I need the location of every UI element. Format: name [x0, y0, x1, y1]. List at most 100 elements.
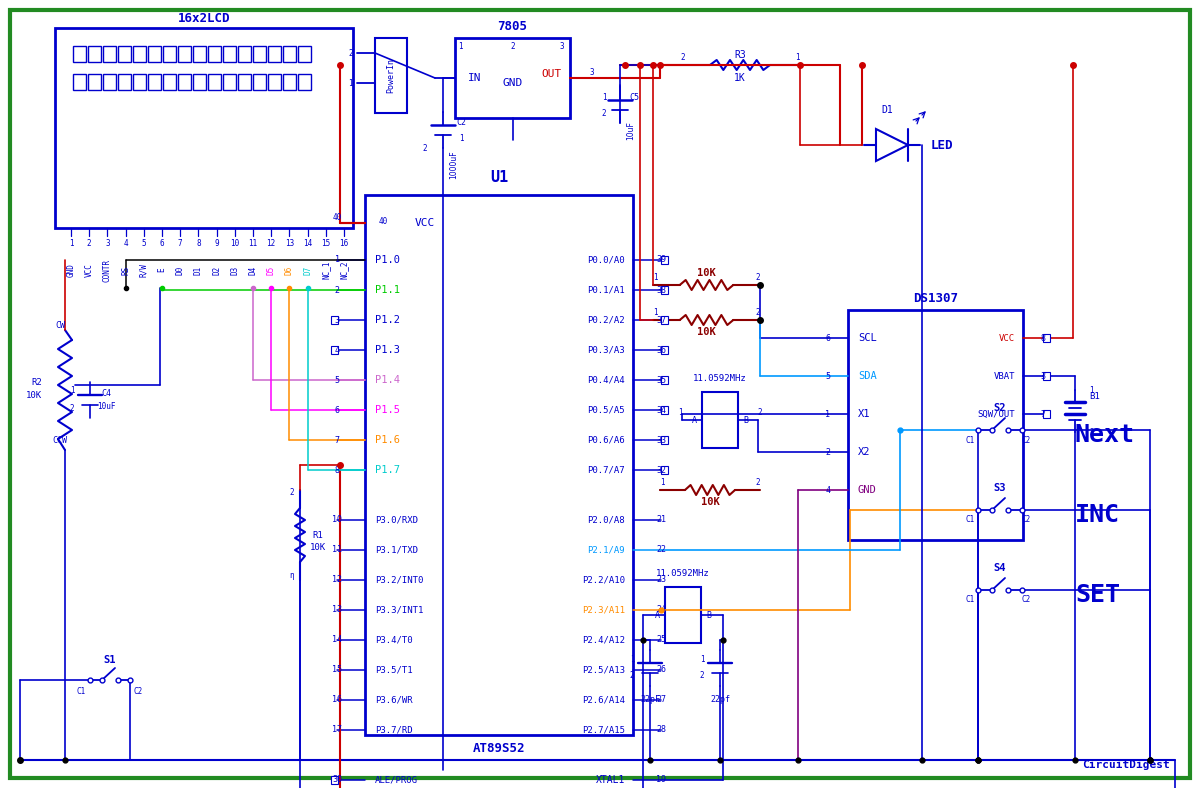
Bar: [268, 46, 281, 62]
Text: D7: D7: [304, 266, 312, 275]
Text: D5: D5: [266, 266, 276, 275]
Bar: [253, 74, 266, 90]
Bar: [331, 346, 338, 354]
Text: D1: D1: [194, 266, 203, 275]
Text: 40: 40: [379, 217, 389, 225]
Text: VCC: VCC: [998, 333, 1015, 343]
Text: 2: 2: [348, 49, 353, 58]
Bar: [661, 316, 668, 324]
Text: 10K: 10K: [697, 268, 715, 278]
Bar: [103, 74, 116, 90]
Text: RS: RS: [121, 266, 130, 275]
Text: 1: 1: [630, 656, 635, 664]
Bar: [163, 74, 176, 90]
Bar: [163, 46, 176, 62]
Bar: [118, 46, 131, 62]
Bar: [103, 46, 116, 62]
Text: 11.0592MHz: 11.0592MHz: [656, 568, 710, 578]
Text: 1: 1: [335, 255, 340, 265]
Text: 22pf: 22pf: [710, 696, 730, 704]
Text: P2.7/A15: P2.7/A15: [582, 726, 625, 734]
Bar: [148, 74, 161, 90]
Text: 10uF: 10uF: [626, 121, 635, 140]
Text: P3.7/RD: P3.7/RD: [374, 726, 413, 734]
Text: 2: 2: [335, 285, 340, 295]
Text: P3.5/T1: P3.5/T1: [374, 666, 413, 675]
Text: E: E: [157, 268, 167, 273]
Text: P2.4/A12: P2.4/A12: [582, 635, 625, 645]
Text: 17: 17: [332, 726, 342, 734]
Text: 8: 8: [335, 466, 340, 474]
Text: INC: INC: [1075, 503, 1120, 527]
Text: OUT: OUT: [542, 69, 562, 79]
Text: 22: 22: [656, 545, 666, 555]
Text: 16: 16: [332, 696, 342, 704]
Text: GND: GND: [858, 485, 877, 495]
Text: X1: X1: [858, 409, 870, 419]
Text: C5: C5: [629, 92, 640, 102]
Text: 12: 12: [266, 239, 276, 247]
Text: VCC: VCC: [415, 218, 436, 228]
Text: 1: 1: [653, 307, 658, 317]
Text: CONTR: CONTR: [103, 258, 112, 281]
Bar: [665, 587, 701, 643]
Text: 2: 2: [700, 671, 704, 681]
Text: 24: 24: [656, 605, 666, 615]
Bar: [365, 195, 634, 735]
Text: DS1307: DS1307: [913, 292, 958, 304]
Text: SDA: SDA: [858, 371, 877, 381]
Text: NC_2: NC_2: [340, 261, 348, 279]
Text: P0.5/A5: P0.5/A5: [587, 406, 625, 414]
Bar: [193, 74, 206, 90]
Text: 36: 36: [656, 345, 666, 355]
Bar: [283, 46, 296, 62]
Text: 1: 1: [458, 133, 463, 143]
Bar: [238, 46, 251, 62]
Text: 6: 6: [160, 239, 164, 247]
Text: 2: 2: [601, 109, 606, 117]
Text: 12: 12: [332, 575, 342, 585]
Text: C2: C2: [134, 687, 143, 697]
Text: P1.4: P1.4: [374, 375, 400, 385]
Text: PowerIn: PowerIn: [386, 58, 396, 92]
Text: P3.3/INT1: P3.3/INT1: [374, 605, 424, 615]
Text: 1: 1: [348, 79, 353, 87]
Text: C1: C1: [966, 515, 974, 525]
Text: 37: 37: [656, 315, 666, 325]
Text: 40: 40: [332, 213, 342, 221]
Bar: [193, 46, 206, 62]
Text: VBAT: VBAT: [994, 371, 1015, 381]
Text: 1: 1: [826, 410, 830, 418]
Text: GND: GND: [503, 78, 523, 88]
Text: P1.7: P1.7: [374, 465, 400, 475]
Text: 15: 15: [322, 239, 330, 247]
Text: η: η: [289, 571, 294, 581]
Text: 11: 11: [248, 239, 258, 247]
Text: 1: 1: [601, 92, 606, 102]
Text: C4: C4: [101, 388, 112, 397]
Text: 1: 1: [700, 656, 704, 664]
Text: CCW: CCW: [53, 436, 67, 444]
Text: P0.1/A1: P0.1/A1: [587, 285, 625, 295]
Text: 3: 3: [589, 68, 594, 76]
Text: Next: Next: [1075, 423, 1135, 447]
Bar: [1043, 334, 1050, 342]
Text: 4: 4: [124, 239, 128, 247]
Text: 2: 2: [680, 53, 685, 61]
Text: 3: 3: [106, 239, 109, 247]
Text: P0.4/A4: P0.4/A4: [587, 376, 625, 385]
Text: SCL: SCL: [858, 333, 877, 343]
Text: 1K: 1K: [734, 73, 746, 83]
Text: 10K: 10K: [701, 497, 719, 507]
Bar: [298, 46, 311, 62]
Text: 1: 1: [678, 407, 683, 417]
Text: 7805: 7805: [498, 20, 528, 32]
Text: 3: 3: [1040, 371, 1045, 381]
Text: C2: C2: [456, 117, 466, 127]
Text: 2: 2: [756, 307, 761, 317]
Text: 8: 8: [1040, 333, 1045, 343]
Text: 2: 2: [510, 42, 515, 50]
Bar: [1043, 410, 1050, 418]
Text: 1: 1: [70, 385, 74, 395]
Text: B1: B1: [1090, 392, 1099, 400]
